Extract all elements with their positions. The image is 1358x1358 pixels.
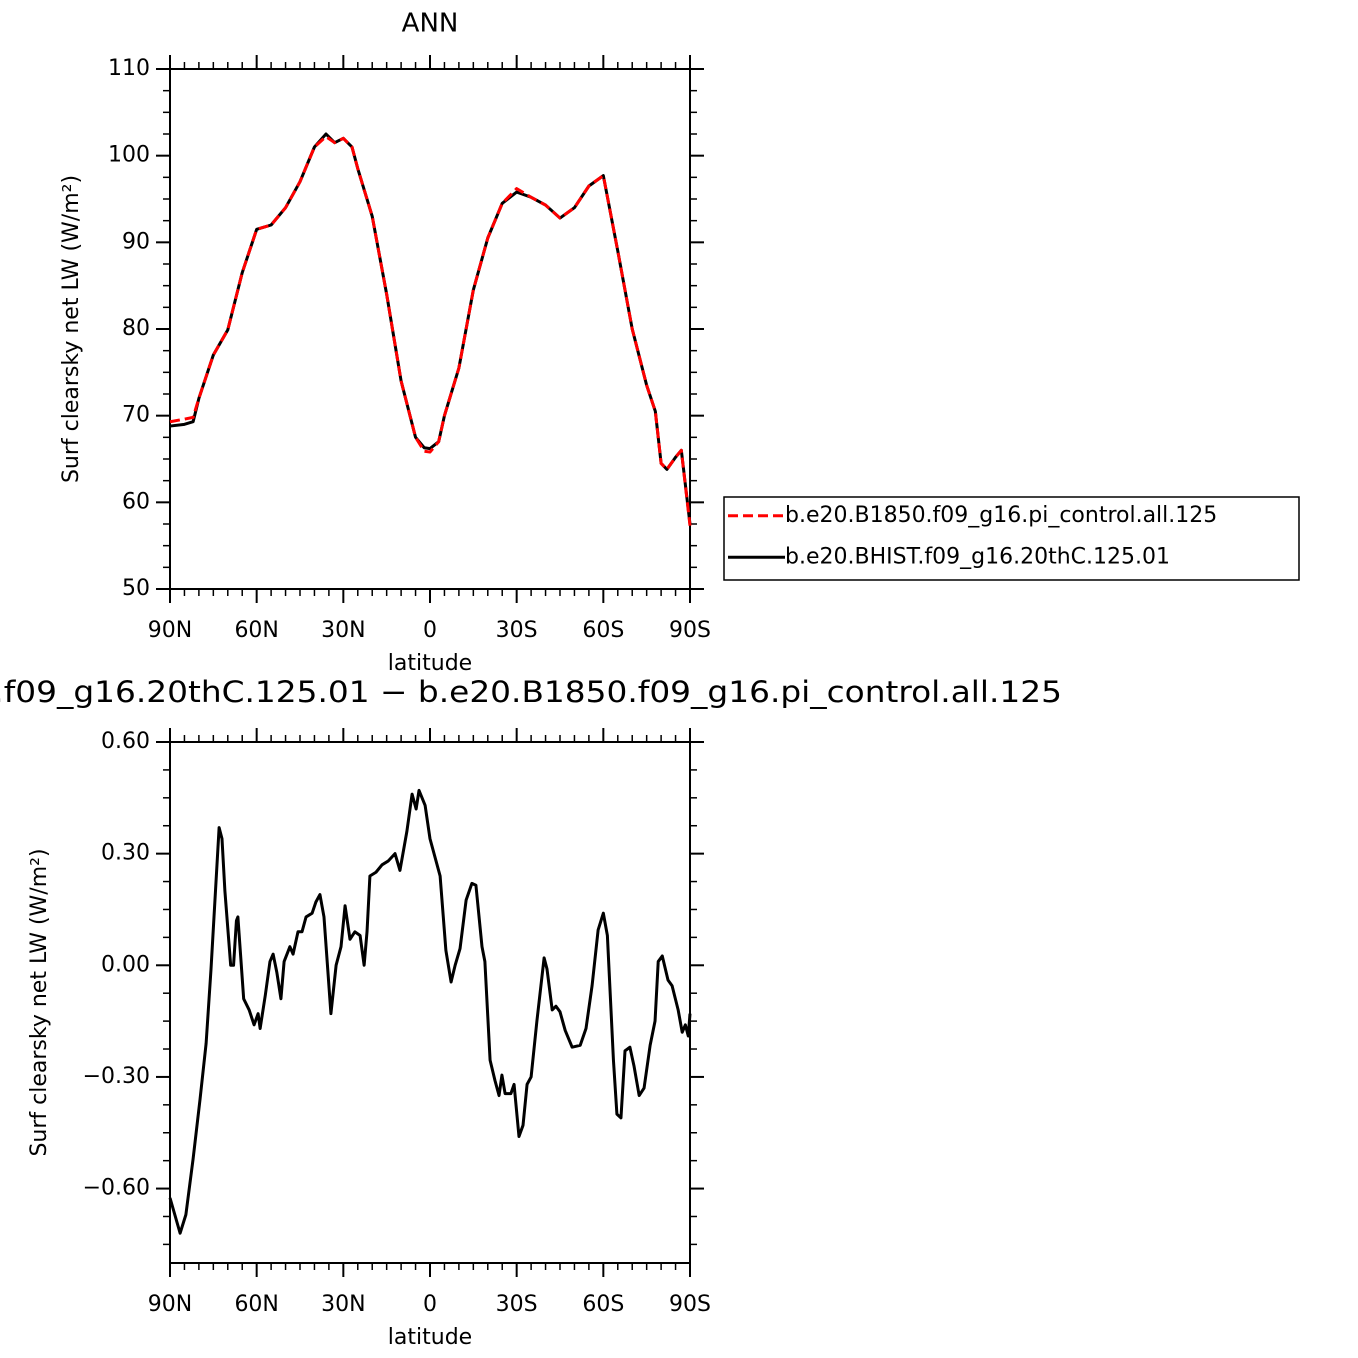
x-tick-label: 30N [321, 1292, 365, 1317]
x-tick-label: 0 [423, 1292, 437, 1317]
x-tick-label: 30N [321, 618, 365, 643]
plot-frame [169, 68, 691, 590]
panel: b.e20.BHIST.f09_g16.20thC.125.01 − b.e20… [0, 675, 1062, 1350]
panel: ANN latitude Surf clearsky net LW (W/m²) 90… [59, 9, 1300, 676]
y-tick-label: 0.60 [101, 729, 150, 754]
y-tick-label: 60 [122, 489, 150, 514]
y-tick-label: 90 [122, 229, 150, 254]
y-tick-label: 0.30 [101, 841, 150, 866]
x-tick-label: 60S [582, 618, 624, 643]
x-tick-label: 60S [582, 1292, 624, 1317]
y-tick-label: −0.60 [83, 1176, 150, 1201]
chart-title: b.e20.BHIST.f09_g16.20thC.125.01 − b.e20… [0, 675, 1062, 709]
x-tick-label: 90S [669, 1292, 711, 1317]
legend-box [723, 496, 1300, 581]
y-tick-label: 50 [122, 576, 150, 601]
y-axis-label: Surf clearsky net LW (W/m²) [27, 848, 52, 1156]
legend-label: b.e20.B1850.f09_g16.pi_control.all.125 [785, 503, 1217, 528]
y-tick-label: 70 [122, 403, 150, 428]
y-tick-label: 100 [108, 143, 150, 168]
x-tick-label: 90S [669, 618, 711, 643]
y-tick-label: −0.30 [83, 1064, 150, 1089]
y-tick-label: 0.00 [101, 952, 150, 977]
x-tick-label: 60N [234, 618, 278, 643]
chart-title: ANN [402, 9, 459, 39]
x-tick-label: 30S [496, 1292, 538, 1317]
y-tick-label: 80 [122, 316, 150, 341]
x-tick-label: 60N [234, 1292, 278, 1317]
x-axis-label: latitude [388, 1325, 472, 1350]
data-line [169, 135, 692, 526]
data-line [169, 132, 692, 525]
x-tick-label: 90N [148, 1292, 192, 1317]
legend-label: b.e20.BHIST.f09_g16.20thC.125.01 [785, 544, 1170, 569]
x-tick-label: 90N [148, 618, 192, 643]
y-axis-label: Surf clearsky net LW (W/m²) [59, 175, 84, 483]
y-tick-label: 110 [108, 56, 150, 81]
data-line [168, 788, 692, 1235]
x-tick-label: 30S [496, 618, 538, 643]
x-axis-label: latitude [388, 651, 472, 676]
x-tick-label: 0 [423, 618, 437, 643]
